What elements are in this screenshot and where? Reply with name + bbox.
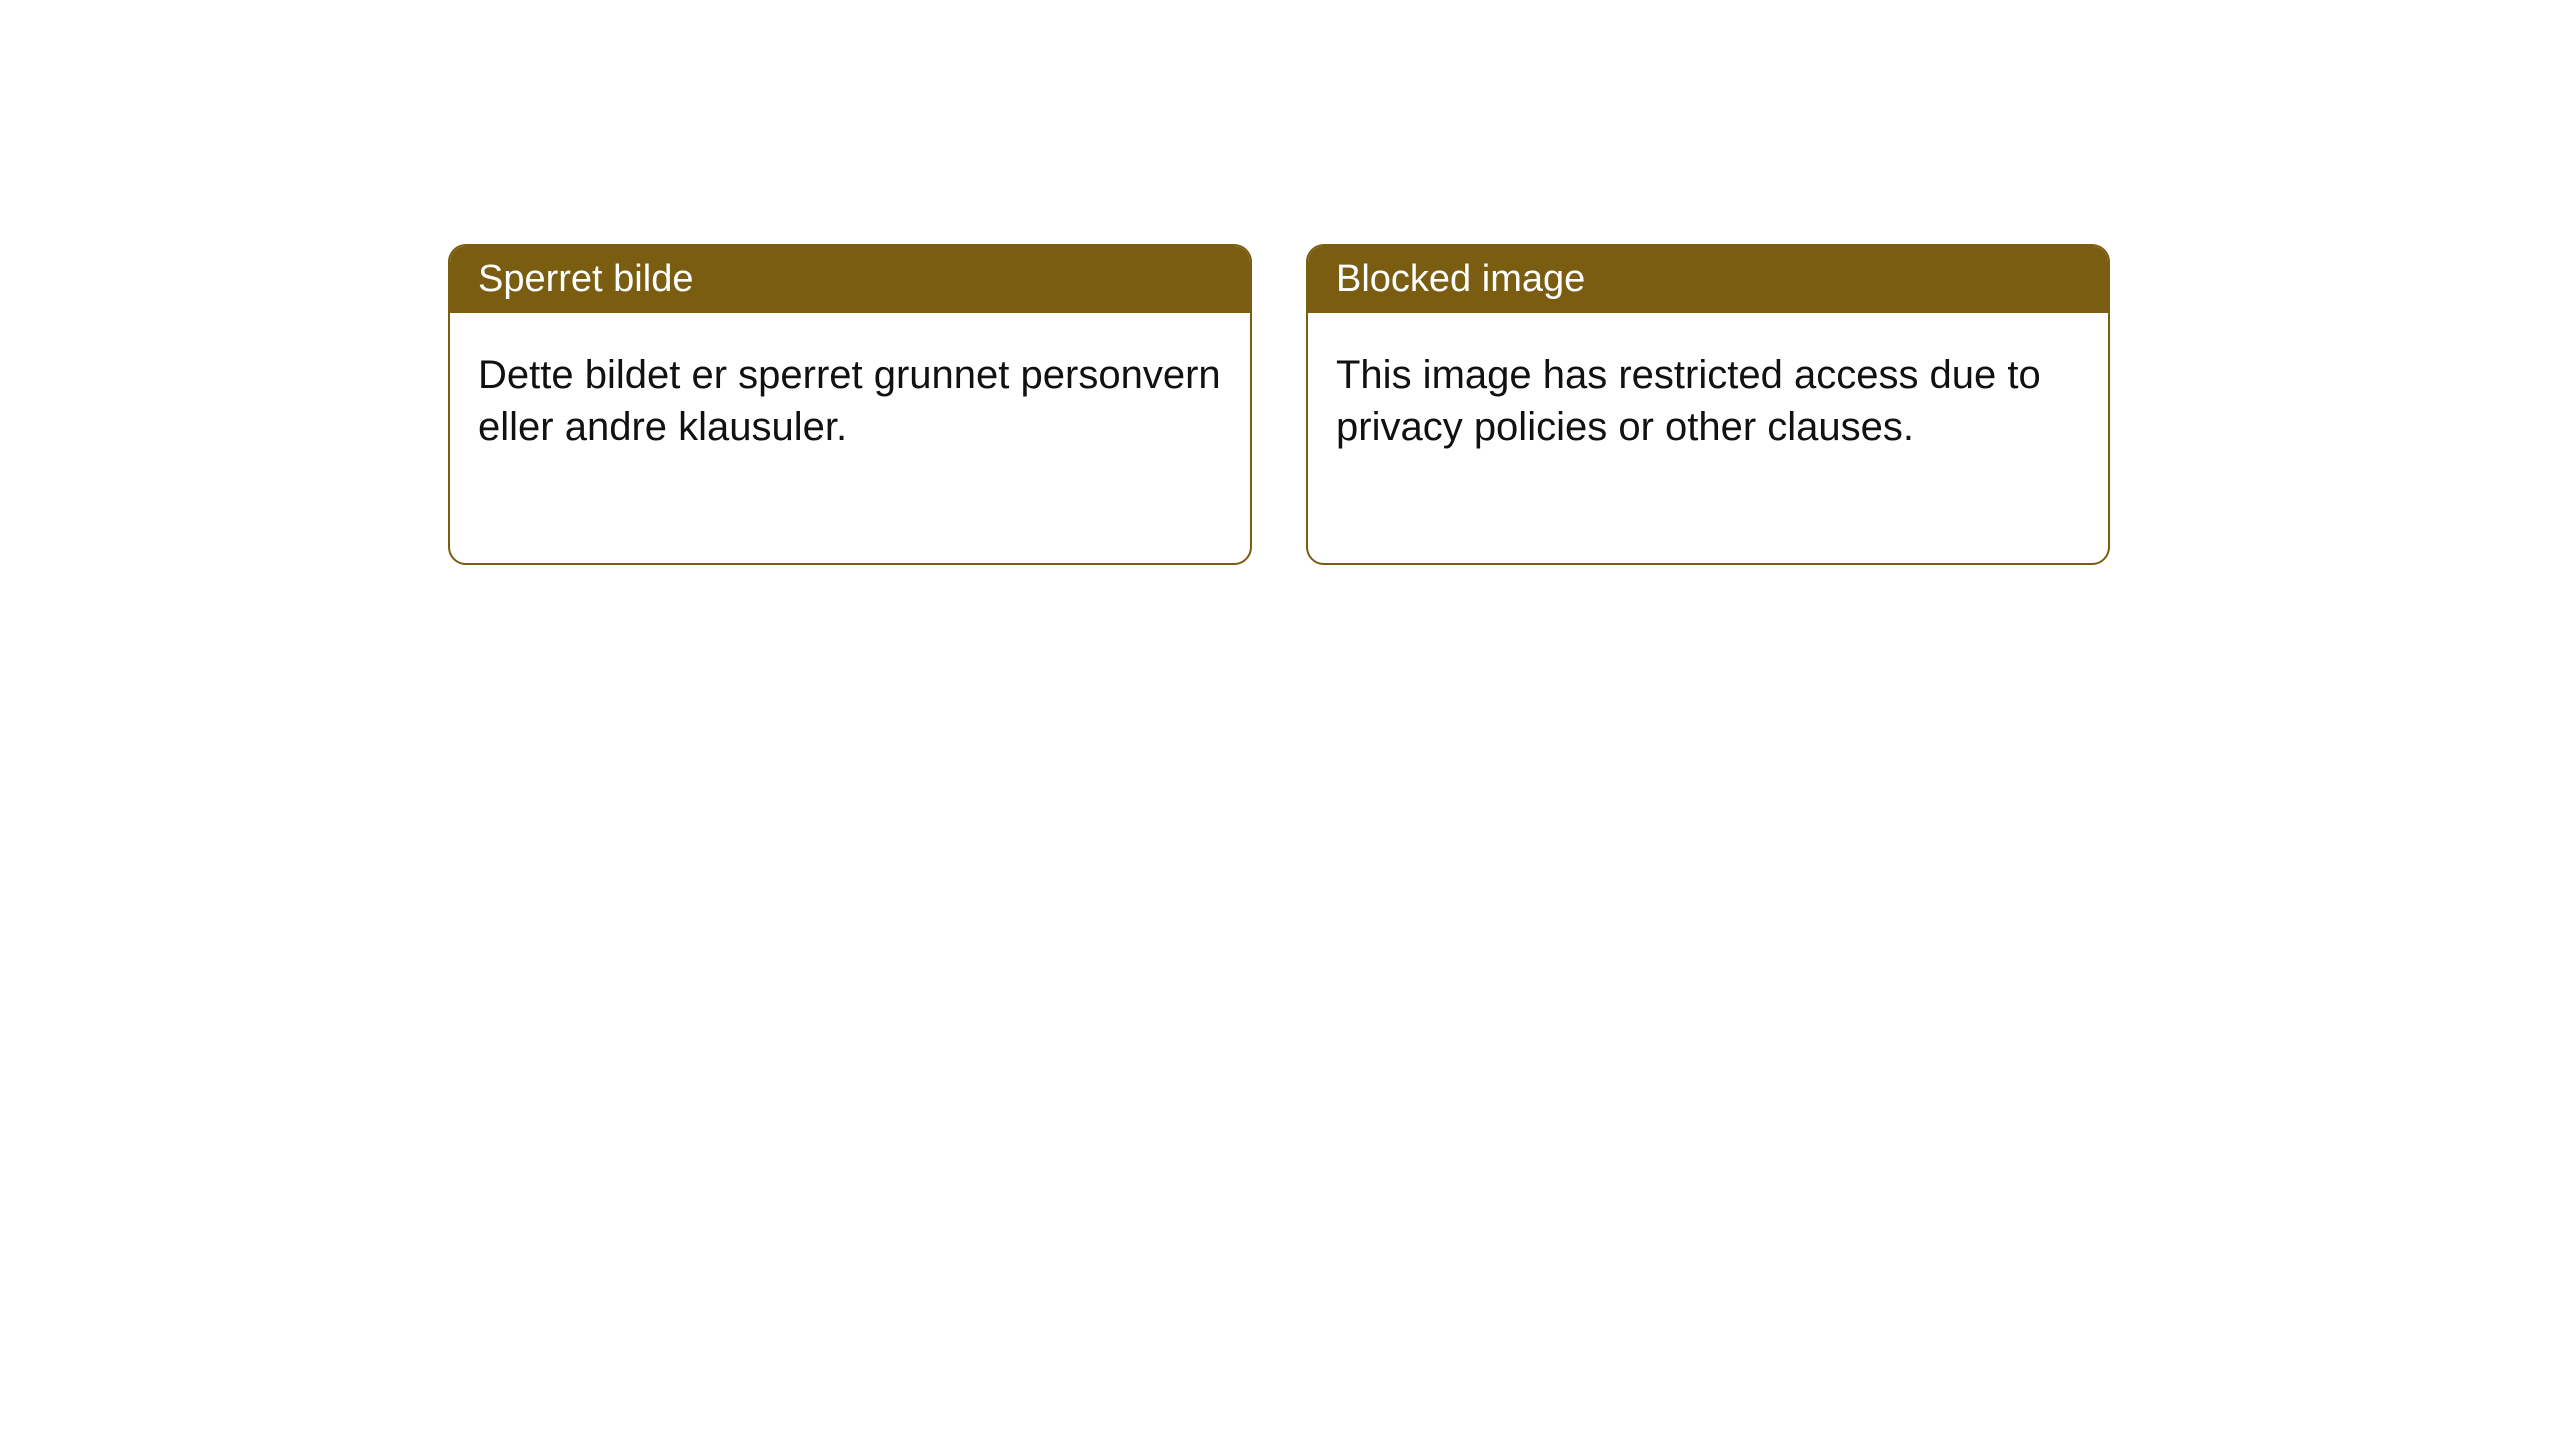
notice-title-norwegian: Sperret bilde bbox=[478, 258, 693, 300]
notice-box-english: Blocked image This image has restricted … bbox=[1306, 244, 2110, 565]
notice-text-norwegian: Dette bildet er sperret grunnet personve… bbox=[478, 353, 1221, 449]
notice-text-english: This image has restricted access due to … bbox=[1336, 353, 2041, 449]
notice-header-norwegian: Sperret bilde bbox=[450, 246, 1250, 313]
notice-box-norwegian: Sperret bilde Dette bildet er sperret gr… bbox=[448, 244, 1252, 565]
notice-header-english: Blocked image bbox=[1308, 246, 2108, 313]
notice-body-english: This image has restricted access due to … bbox=[1308, 313, 2108, 563]
notice-body-norwegian: Dette bildet er sperret grunnet personve… bbox=[450, 313, 1250, 563]
notice-title-english: Blocked image bbox=[1336, 258, 1585, 300]
notice-container: Sperret bilde Dette bildet er sperret gr… bbox=[448, 244, 2110, 565]
